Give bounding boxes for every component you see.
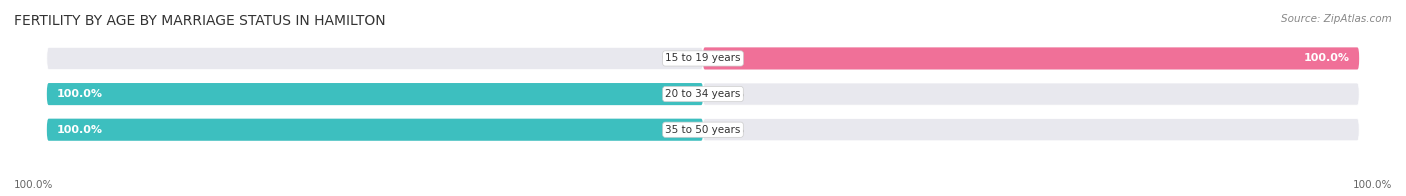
FancyBboxPatch shape (703, 83, 1360, 105)
FancyBboxPatch shape (46, 83, 703, 105)
Text: 15 to 19 years: 15 to 19 years (665, 54, 741, 64)
Text: 100.0%: 100.0% (56, 89, 103, 99)
FancyBboxPatch shape (46, 119, 703, 141)
Text: 0.0%: 0.0% (662, 54, 690, 64)
Text: 0.0%: 0.0% (716, 89, 744, 99)
Text: 100.0%: 100.0% (14, 180, 53, 190)
Text: 100.0%: 100.0% (1303, 54, 1350, 64)
FancyBboxPatch shape (46, 83, 703, 105)
FancyBboxPatch shape (703, 119, 1360, 141)
Text: 20 to 34 years: 20 to 34 years (665, 89, 741, 99)
FancyBboxPatch shape (46, 119, 703, 141)
Text: 100.0%: 100.0% (1353, 180, 1392, 190)
FancyBboxPatch shape (703, 47, 1360, 70)
Text: FERTILITY BY AGE BY MARRIAGE STATUS IN HAMILTON: FERTILITY BY AGE BY MARRIAGE STATUS IN H… (14, 14, 385, 28)
Text: 0.0%: 0.0% (716, 125, 744, 135)
FancyBboxPatch shape (46, 47, 703, 70)
FancyBboxPatch shape (703, 47, 1360, 70)
Text: 35 to 50 years: 35 to 50 years (665, 125, 741, 135)
Text: Source: ZipAtlas.com: Source: ZipAtlas.com (1281, 14, 1392, 24)
Text: 100.0%: 100.0% (56, 125, 103, 135)
